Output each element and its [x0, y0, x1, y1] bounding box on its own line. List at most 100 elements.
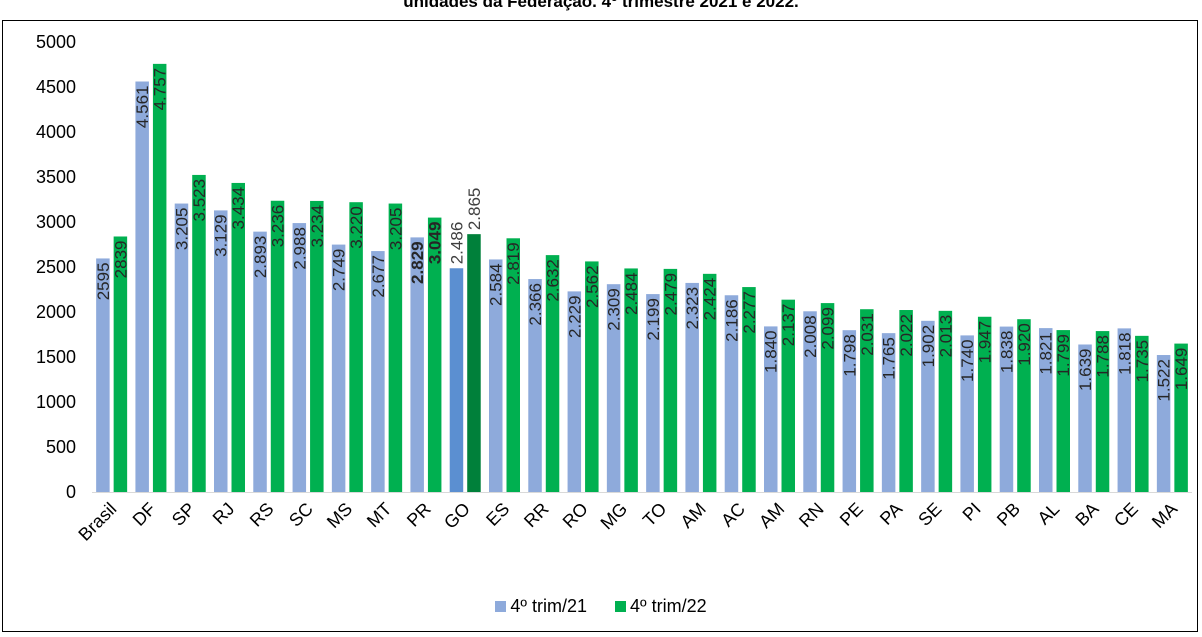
data-label: 1.649: [1172, 348, 1191, 391]
data-label: 1.765: [880, 337, 899, 380]
legend-swatch-2021: [495, 601, 506, 612]
x-tick-label: PI: [959, 499, 985, 525]
data-label: 1.821: [1037, 332, 1056, 375]
data-label: 1.840: [762, 330, 781, 373]
y-tick-label: 4500: [36, 77, 76, 97]
y-tick-label: 0: [66, 482, 76, 502]
data-label: 2.099: [819, 307, 838, 350]
data-label: 1.740: [958, 339, 977, 382]
x-tick-label: GO: [440, 499, 474, 533]
data-label: 3.049: [426, 222, 445, 265]
x-tick-label: BA: [1071, 499, 1102, 530]
data-label: 3.129: [212, 214, 231, 257]
x-tick-label: Brasil: [74, 499, 120, 545]
data-label: 1.788: [1094, 335, 1113, 378]
data-label: 1.798: [840, 334, 859, 377]
x-tick-label: AC: [717, 499, 749, 531]
data-label: 2.562: [583, 265, 602, 308]
x-tick-label: SP: [168, 499, 199, 530]
chart-legend: 4º trim/21 4º trim/22: [0, 596, 1202, 617]
data-label: 3.523: [190, 179, 209, 222]
data-label: 2.865: [465, 188, 484, 231]
data-label: 2.137: [779, 304, 798, 347]
data-label: 1.639: [1076, 348, 1095, 391]
y-tick-label: 5000: [36, 32, 76, 52]
x-tick-label: MG: [597, 499, 632, 534]
x-tick-label: SC: [285, 499, 317, 531]
data-label: 2.309: [605, 288, 624, 331]
data-label: 3.236: [269, 205, 288, 248]
data-label: 2.584: [487, 263, 506, 306]
x-tick-label: RR: [520, 499, 553, 532]
y-tick-label: 4000: [36, 122, 76, 142]
data-label: 2.479: [661, 273, 680, 316]
x-tick-label: AL: [1034, 499, 1064, 529]
data-label: 2.819: [504, 242, 523, 285]
bar-2021: [450, 268, 464, 492]
data-label: 2.484: [622, 272, 641, 315]
data-label: 2.677: [369, 255, 388, 298]
x-tick-label: SE: [914, 499, 945, 530]
data-label: 2.186: [722, 299, 741, 342]
data-label: 3.220: [347, 206, 366, 249]
data-label: 2.424: [701, 278, 720, 321]
legend-item-2021: 4º trim/21: [495, 596, 587, 617]
data-label: 2.893: [251, 236, 270, 279]
data-label: 3.434: [229, 187, 248, 230]
data-label: 1.947: [976, 321, 995, 364]
data-label: 2.277: [740, 291, 759, 334]
data-label: 1.838: [997, 331, 1016, 374]
x-tick-label: RJ: [209, 499, 239, 529]
legend-swatch-2022: [615, 601, 626, 612]
data-label: 2.829: [408, 241, 427, 284]
x-tick-label: PA: [876, 499, 906, 529]
x-tick-label: MS: [323, 499, 356, 532]
x-tick-label: TO: [639, 499, 671, 531]
data-label: 2595: [94, 262, 113, 300]
data-label: 2.632: [544, 259, 563, 302]
x-tick-label: PB: [993, 499, 1024, 530]
data-label: 1.902: [919, 325, 938, 368]
legend-label-2021: 4º trim/21: [510, 596, 587, 617]
data-label: 3.234: [308, 205, 327, 248]
y-tick-label: 2000: [36, 302, 76, 322]
bar-2022: [153, 64, 167, 492]
x-tick-label: RO: [559, 499, 592, 532]
x-tick-label: PE: [836, 499, 867, 530]
x-tick-label: PR: [403, 499, 435, 531]
data-label: 2.366: [526, 283, 545, 326]
x-tick-label: MT: [363, 499, 396, 532]
y-tick-label: 500: [46, 437, 76, 457]
data-label: 3.205: [172, 208, 191, 251]
x-tick-label: AM: [677, 499, 710, 532]
data-label: 4.757: [151, 68, 170, 111]
data-label: 4.561: [133, 86, 152, 129]
x-tick-label: CE: [1110, 499, 1142, 531]
data-label: 3.205: [386, 208, 405, 251]
y-tick-label: 2500: [36, 257, 76, 277]
x-tick-label: DF: [129, 499, 160, 530]
data-label: 1.818: [1115, 332, 1134, 375]
data-label: 1.799: [1054, 334, 1073, 377]
legend-item-2022: 4º trim/22: [615, 596, 707, 617]
bar-2022: [192, 175, 206, 492]
bar-2022: [467, 234, 481, 492]
y-tick-label: 1500: [36, 347, 76, 367]
data-label: 1.920: [1015, 323, 1034, 366]
x-tick-label: MA: [1148, 499, 1181, 532]
data-label: 2.008: [801, 315, 820, 358]
data-label: 2839: [111, 240, 130, 278]
data-label: 2.323: [683, 287, 702, 330]
data-label: 2.229: [565, 295, 584, 338]
y-tick-label: 3000: [36, 212, 76, 232]
data-label: 2.486: [447, 222, 466, 265]
x-tick-label: RN: [795, 499, 828, 532]
data-label: 2.988: [290, 227, 309, 270]
data-label: 2.749: [330, 249, 349, 292]
data-label: 2.013: [936, 315, 955, 358]
data-label: 1.522: [1155, 359, 1174, 402]
data-label: 2.199: [644, 298, 663, 341]
legend-label-2022: 4º trim/22: [630, 596, 707, 617]
y-tick-label: 1000: [36, 392, 76, 412]
